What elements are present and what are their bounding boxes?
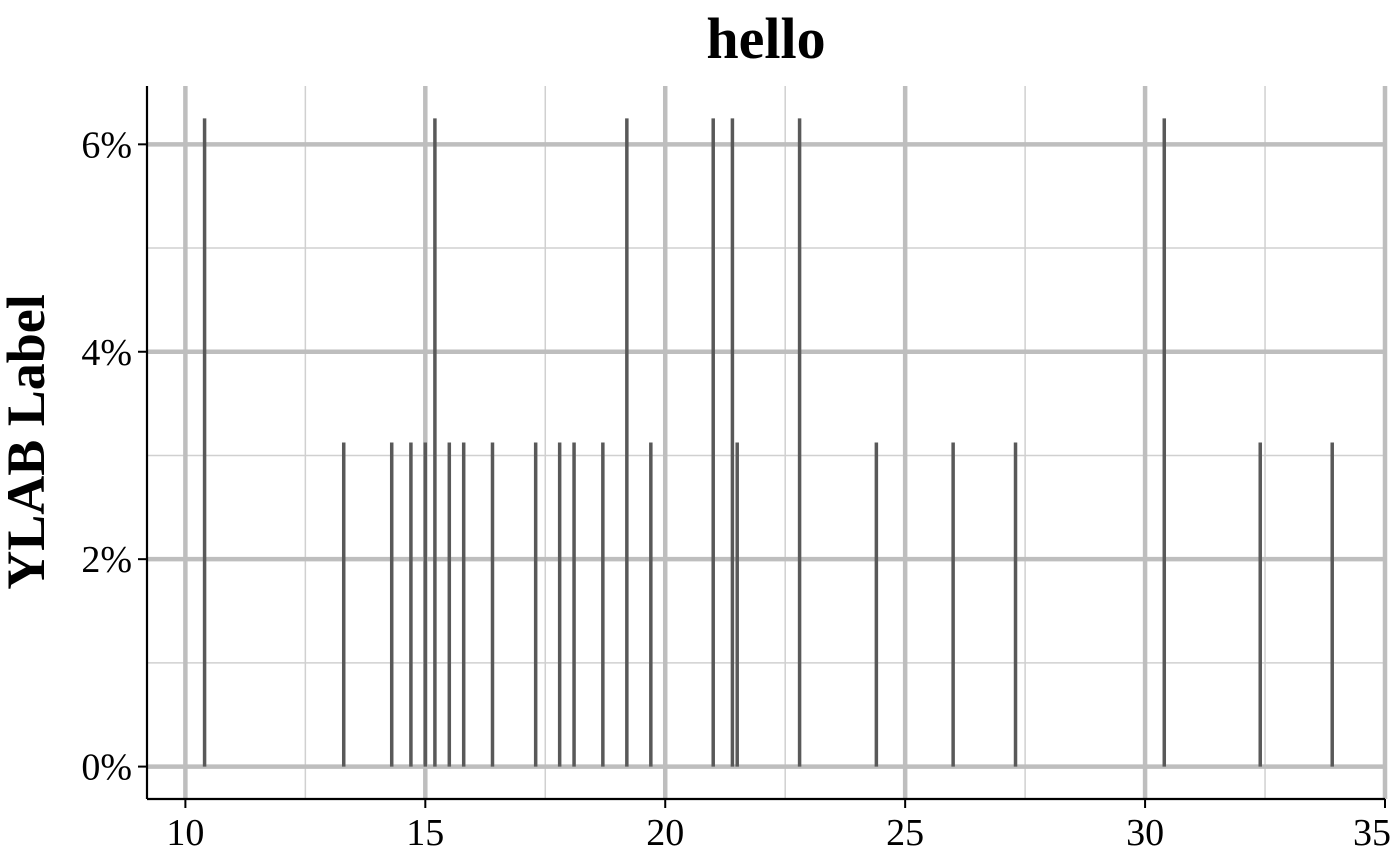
bars <box>202 118 1334 767</box>
grid <box>147 86 1388 799</box>
y-tick-label-1: 2% <box>81 539 132 581</box>
x-tick-label-4: 30 <box>1126 812 1164 854</box>
y-tick-label-2: 4% <box>81 332 132 374</box>
chart-title: hello <box>706 6 825 71</box>
y-tick-label-3: 6% <box>81 124 132 166</box>
tick-labels: 10 15 20 25 30 35 0% 2% 4% 6% <box>81 124 1391 854</box>
y-tick-label-0: 0% <box>81 747 132 789</box>
x-tick-label-2: 20 <box>646 812 684 854</box>
x-tick-label-5: 35 <box>1353 812 1391 854</box>
y-axis-label: YLAB Label <box>0 294 56 590</box>
axes <box>138 86 1386 808</box>
x-tick-label-3: 25 <box>886 812 924 854</box>
x-tick-label-0: 10 <box>166 812 204 854</box>
x-tick-label-1: 15 <box>406 812 444 854</box>
